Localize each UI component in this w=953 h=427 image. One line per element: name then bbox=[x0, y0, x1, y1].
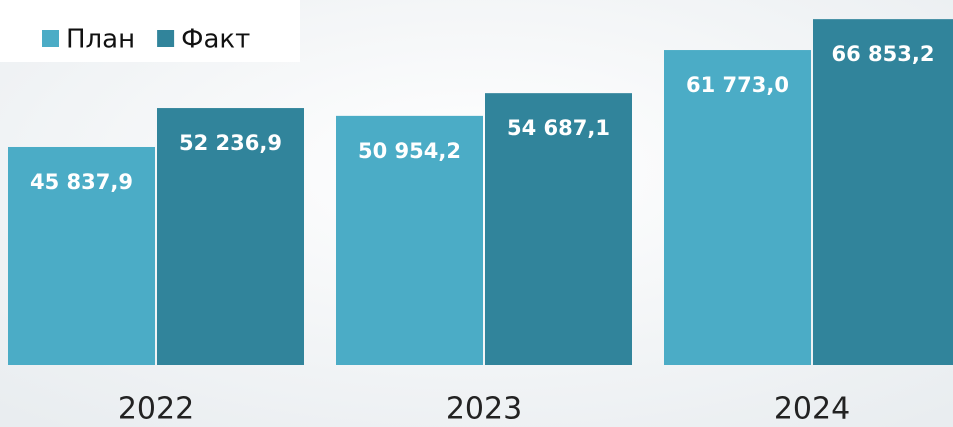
value-label: 45 837,9 bbox=[30, 170, 133, 194]
value-label: 50 954,2 bbox=[358, 139, 461, 163]
bar bbox=[336, 115, 483, 365]
x-tick-label: 2024 bbox=[774, 392, 850, 427]
bar bbox=[485, 93, 632, 365]
bar bbox=[664, 50, 811, 366]
bar bbox=[8, 146, 155, 365]
x-tick-label: 2022 bbox=[118, 392, 194, 427]
value-label: 54 687,1 bbox=[507, 116, 610, 140]
value-label: 66 853,2 bbox=[832, 42, 935, 66]
value-label: 52 236,9 bbox=[179, 131, 282, 155]
value-label: 61 773,0 bbox=[686, 73, 789, 97]
x-tick-label: 2023 bbox=[446, 392, 522, 427]
legend-swatch bbox=[157, 30, 175, 47]
legend-label: Факт bbox=[181, 25, 250, 55]
legend-label: План bbox=[66, 25, 135, 55]
bar bbox=[813, 19, 953, 365]
legend-swatch bbox=[42, 30, 59, 47]
bar bbox=[157, 108, 304, 365]
